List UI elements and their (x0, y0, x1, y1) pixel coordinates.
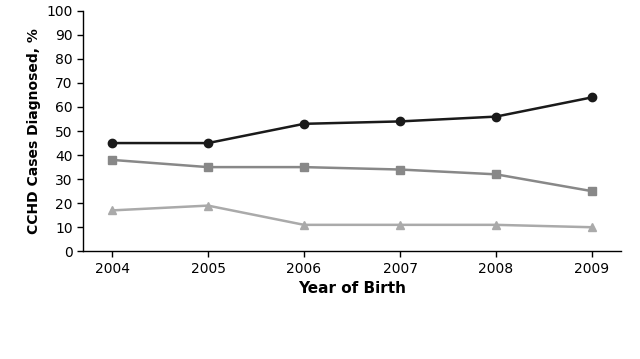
X-axis label: Year of Birth: Year of Birth (298, 281, 406, 296)
Y-axis label: CCHD Cases Diagnosed, %: CCHD Cases Diagnosed, % (27, 28, 41, 234)
